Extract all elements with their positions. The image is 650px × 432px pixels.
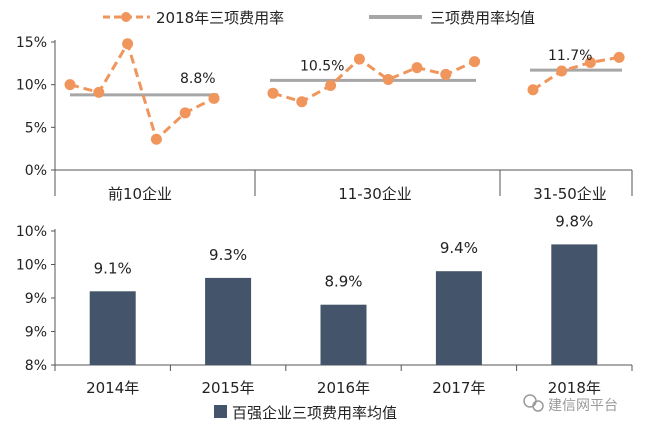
top-y-tick-label: 0% xyxy=(25,163,47,179)
watermark: 建信网平台 xyxy=(523,394,618,414)
data-point xyxy=(584,56,596,68)
top-y-tick-label: 15% xyxy=(16,35,47,51)
bar-data-label: 8.9% xyxy=(324,273,362,291)
group-label: 11-30企业 xyxy=(338,185,412,203)
mean-label: 11.7% xyxy=(548,48,592,64)
series-line xyxy=(69,40,215,143)
data-point xyxy=(411,62,423,74)
data-point xyxy=(93,86,105,98)
bar-data-label: 9.3% xyxy=(209,246,247,264)
legend-label-mean: 三项费用率均值 xyxy=(430,9,535,27)
wechat-icon-bubble xyxy=(532,400,544,412)
data-point xyxy=(296,96,308,108)
group-label: 31-50企业 xyxy=(533,185,607,203)
bottom-y-tick-label: 9% xyxy=(25,291,47,307)
mean-label: 10.5% xyxy=(300,58,344,74)
bar-data-label: 9.4% xyxy=(440,239,478,257)
data-point xyxy=(353,53,365,65)
bottom-legend-label: 百强企业三项费用率均值 xyxy=(232,404,397,422)
data-point xyxy=(325,80,337,92)
bottom-y-tick-label: 10% xyxy=(16,258,47,274)
bar xyxy=(205,277,252,365)
bar-data-label: 9.8% xyxy=(555,212,593,230)
bar xyxy=(89,291,136,365)
data-point xyxy=(613,51,625,63)
watermark-text: 建信网平台 xyxy=(548,398,618,414)
top-y-tick-label: 5% xyxy=(25,120,47,136)
bottom-y-tick-label: 10% xyxy=(16,224,47,240)
line-group-2: 10.5% 11-30企业 xyxy=(267,53,501,203)
series-line xyxy=(272,57,476,104)
line-group-1: 8.8% 前10企业 xyxy=(64,38,256,203)
top-y-tick-label: 10% xyxy=(16,78,47,94)
bar xyxy=(435,271,482,365)
bar-category-label: 2016年 xyxy=(317,379,370,397)
data-point xyxy=(208,92,220,104)
data-point xyxy=(556,65,568,77)
data-point xyxy=(469,56,481,68)
series-line xyxy=(532,55,620,92)
bottom-legend-swatch xyxy=(214,405,227,418)
legend-label-rate: 2018年三项费用率 xyxy=(156,9,284,27)
data-point xyxy=(440,68,452,80)
bar-category-label: 2014年 xyxy=(86,379,139,397)
bar xyxy=(551,244,598,365)
bar-category-label: 2015年 xyxy=(202,379,255,397)
legend-marker-swatch xyxy=(121,12,131,22)
data-point xyxy=(64,79,76,91)
group-label: 前10企业 xyxy=(108,185,172,203)
bottom-y-tick-label: 8% xyxy=(25,358,47,374)
bar-data-label: 9.1% xyxy=(94,259,132,277)
data-point xyxy=(527,84,539,96)
data-point xyxy=(382,74,394,86)
bar-category-label: 2017年 xyxy=(432,379,485,397)
top-legend: 2018年三项费用率 三项费用率均值 xyxy=(103,9,535,27)
wechat-icon xyxy=(523,394,537,408)
mean-label: 8.8% xyxy=(180,71,216,87)
bar xyxy=(320,304,367,365)
data-point xyxy=(150,133,162,145)
line-group-3: 11.7% 31-50企业 xyxy=(527,48,625,203)
data-point xyxy=(267,87,279,99)
data-point xyxy=(122,38,134,50)
bar-category-label: 2018年 xyxy=(548,379,601,397)
bottom-y-tick-label: 9% xyxy=(25,325,47,341)
data-point xyxy=(179,107,191,119)
